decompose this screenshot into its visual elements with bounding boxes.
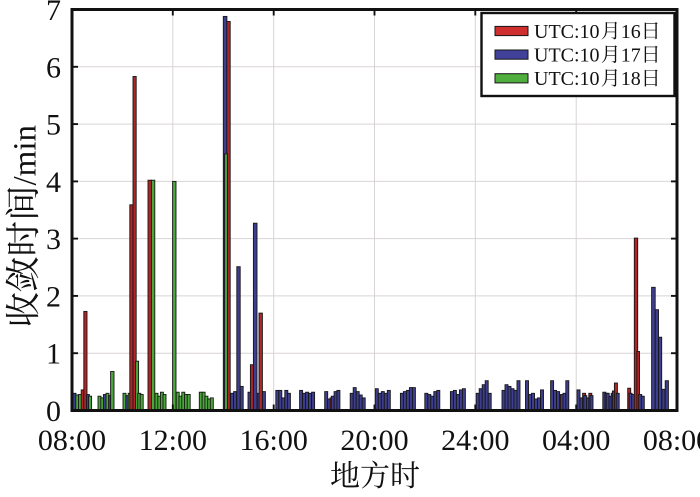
svg-text:1: 1: [46, 338, 61, 371]
svg-text:6: 6: [46, 51, 61, 84]
svg-text:24:00: 24:00: [441, 424, 509, 457]
svg-text:08:00: 08:00: [38, 424, 106, 457]
svg-text:04:00: 04:00: [542, 424, 610, 457]
svg-text:08:00: 08:00: [643, 424, 700, 457]
svg-text:/min: /min: [8, 125, 44, 186]
svg-text:3: 3: [46, 223, 61, 256]
svg-text:20:00: 20:00: [340, 424, 408, 457]
svg-text:12:00: 12:00: [139, 424, 207, 457]
svg-text:2: 2: [46, 280, 61, 313]
svg-text:17: 17: [621, 44, 641, 66]
svg-text:16:00: 16:00: [240, 424, 308, 457]
svg-text:0: 0: [46, 395, 61, 428]
svg-text:4: 4: [46, 166, 61, 199]
svg-text:UTC:10: UTC:10: [534, 44, 600, 66]
svg-text:5: 5: [46, 109, 61, 142]
svg-text:7: 7: [46, 0, 61, 27]
svg-text:16: 16: [621, 21, 641, 43]
svg-text:18: 18: [621, 68, 641, 90]
svg-text:UTC:10: UTC:10: [534, 68, 600, 90]
svg-text:UTC:10: UTC:10: [534, 21, 600, 43]
